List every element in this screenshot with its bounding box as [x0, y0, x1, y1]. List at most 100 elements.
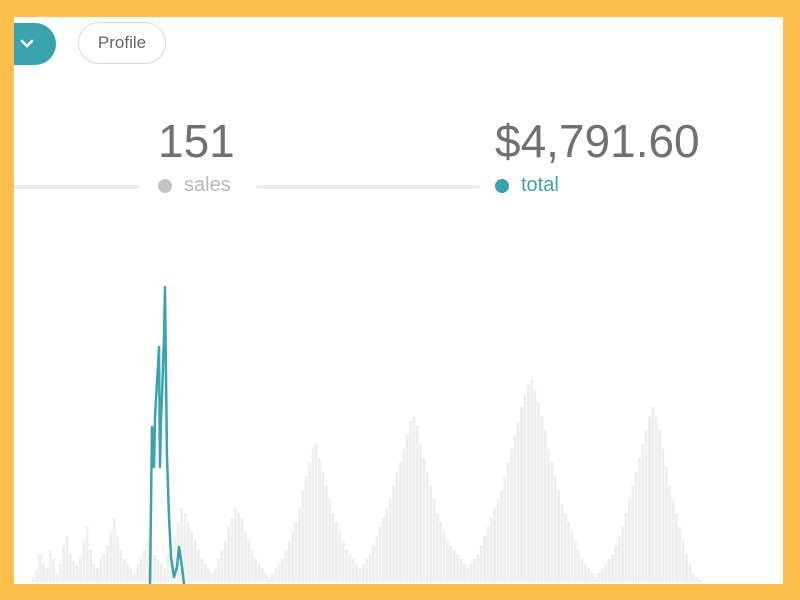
background-bar [345, 549, 348, 582]
background-bar [540, 416, 544, 582]
background-bar [183, 513, 187, 582]
background-bar [429, 485, 433, 582]
background-bar [301, 490, 305, 582]
background-bar [607, 559, 611, 582]
background-bar [348, 554, 352, 582]
background-bar [35, 570, 39, 582]
background-bar [675, 513, 678, 582]
background-bar [163, 568, 167, 582]
background-bar [409, 421, 412, 582]
background-bar [133, 572, 136, 582]
background-bar [395, 471, 399, 582]
sales-dot-icon [158, 178, 172, 193]
sales-chart [32, 285, 702, 584]
background-bar [297, 508, 301, 582]
background-bar [304, 476, 308, 582]
profile-button[interactable]: Profile [78, 22, 166, 64]
background-bar [425, 471, 429, 582]
background-bar [180, 508, 183, 582]
background-bar [32, 577, 35, 582]
background-bar [658, 430, 661, 582]
background-bar [308, 462, 311, 582]
background-bar [600, 568, 604, 582]
background-bar [116, 536, 119, 582]
background-bar [45, 568, 49, 582]
background-bar [462, 563, 466, 582]
background-bar [594, 577, 598, 582]
background-bar [523, 393, 527, 582]
background-bar [234, 508, 237, 582]
background-bar [557, 490, 560, 582]
background-bar [153, 554, 156, 582]
background-bar [641, 444, 645, 582]
background-bar [695, 577, 699, 582]
background-bar [254, 559, 257, 582]
background-bar [102, 554, 106, 582]
background-bar [95, 568, 99, 582]
background-bar [631, 485, 635, 582]
background-bar [186, 522, 190, 582]
background-bar [318, 457, 321, 582]
background-bar [698, 579, 702, 582]
sales-legend[interactable]: sales [158, 174, 231, 197]
background-bar [338, 531, 342, 582]
background-bar [65, 536, 69, 582]
background-bar [358, 568, 362, 582]
background-bar [328, 499, 332, 582]
background-bar [563, 513, 567, 582]
background-bar [442, 531, 446, 582]
background-bar [422, 457, 426, 582]
background-bar [52, 559, 55, 582]
background-bar [129, 568, 133, 582]
background-bar [691, 572, 695, 582]
divider-left [14, 185, 140, 189]
background-bar [207, 568, 210, 582]
background-bar [580, 559, 584, 582]
background-bar [193, 540, 197, 582]
background-bar [388, 499, 392, 582]
background-bar [99, 559, 103, 582]
background-bar [570, 531, 574, 582]
total-legend[interactable]: total [495, 174, 559, 197]
background-bar [355, 563, 358, 582]
background-bar [341, 540, 345, 582]
background-bar [136, 563, 140, 582]
background-bar [69, 554, 72, 582]
background-bar [48, 549, 52, 582]
background-bar [560, 503, 564, 582]
background-bar [122, 559, 126, 582]
background-bar [664, 467, 668, 582]
background-bar [456, 554, 459, 582]
background-bar [244, 531, 247, 582]
background-bar [210, 572, 214, 582]
background-bar [294, 522, 298, 582]
background-bar [385, 508, 389, 582]
background-bar [537, 402, 540, 582]
background-bar [405, 434, 409, 582]
background-bar [247, 540, 251, 582]
background-bar [681, 540, 685, 582]
menu-dropdown-button[interactable] [14, 23, 56, 65]
background-bar [92, 563, 96, 582]
background-bar [335, 522, 338, 582]
background-bar [688, 563, 692, 582]
background-bar [449, 545, 453, 582]
background-bar [510, 448, 513, 582]
background-bar [365, 559, 369, 582]
chevron-down-icon [20, 39, 34, 48]
background-bar [250, 549, 254, 582]
background-bar [543, 430, 547, 582]
background-bar [173, 536, 177, 582]
background-bar [479, 545, 483, 582]
sales-line [148, 285, 186, 584]
background-bar [314, 444, 318, 582]
background-bar [452, 549, 456, 582]
background-bar [671, 499, 675, 582]
background-bar [375, 536, 379, 582]
background-bar [634, 471, 638, 582]
background-bar [503, 476, 507, 582]
background-bar [627, 499, 631, 582]
background-bar [143, 549, 146, 582]
background-bar [466, 568, 470, 582]
background-bar [146, 540, 150, 582]
